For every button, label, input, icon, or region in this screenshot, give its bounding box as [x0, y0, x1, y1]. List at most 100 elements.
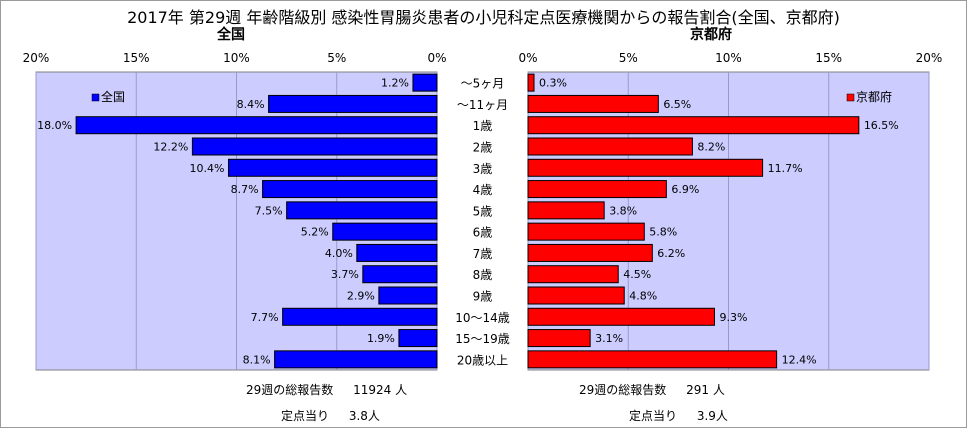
kyoto-data-label: 8.2% [697, 141, 725, 154]
panel-header-kyoto: 京都府 [690, 27, 732, 43]
category-label: 15～19歳 [455, 332, 510, 346]
national-per-site-row: 定点当り 3.8人 [281, 407, 380, 424]
category-label: 4歳 [473, 183, 493, 197]
kyoto-tick-label: 5% [619, 51, 638, 65]
kyoto-bar [527, 286, 625, 305]
kyoto-bar [527, 222, 645, 241]
kyoto-total-label: 29週の総報告数 [579, 383, 667, 397]
legend-swatch-national [91, 93, 100, 102]
national-data-label: 1.2% [381, 77, 409, 90]
category-label: 10～14歳 [455, 311, 510, 325]
kyoto-data-label: 9.3% [719, 311, 747, 324]
national-tick-label: 15% [123, 51, 150, 65]
kyoto-data-label: 3.1% [595, 332, 623, 345]
category-label: 7歳 [473, 247, 493, 261]
national-total-row: 29週の総報告数 11924 人 [246, 381, 407, 398]
kyoto-data-label: 12.4% [782, 353, 817, 366]
national-data-label: 8.7% [231, 183, 259, 196]
category-label: 3歳 [473, 162, 493, 176]
legend-swatch-kyoto [846, 93, 855, 102]
kyoto-data-label: 4.8% [629, 290, 657, 303]
national-tick-label: 0% [427, 51, 446, 65]
kyoto-bar [527, 350, 778, 369]
kyoto-data-label: 16.5% [864, 119, 899, 132]
national-tick-label: 5% [327, 51, 346, 65]
kyoto-bar [527, 180, 667, 199]
kyoto-bar [527, 158, 764, 177]
category-label: ～5ヶ月 [461, 77, 505, 91]
kyoto-data-label: 11.7% [768, 162, 803, 175]
category-label: 5歳 [473, 204, 493, 218]
national-bar [412, 73, 438, 92]
category-label: ～11ヶ月 [457, 98, 508, 112]
national-per-site-value: 3.8人 [348, 409, 380, 423]
national-bar [356, 243, 438, 262]
national-data-label: 8.1% [243, 353, 271, 366]
kyoto-bar [527, 137, 693, 156]
national-bar [286, 201, 438, 220]
national-data-label: 12.2% [153, 141, 188, 154]
kyoto-total-row: 29週の総報告数 291 人 [579, 381, 725, 398]
national-total-label: 29週の総報告数 [246, 383, 334, 397]
national-data-label: 4.0% [325, 247, 353, 260]
national-data-label: 1.9% [367, 332, 395, 345]
national-bar [227, 158, 438, 177]
national-bar [398, 329, 438, 348]
kyoto-per-site-label: 定点当り [629, 409, 678, 423]
national-tick-label: 20% [23, 51, 50, 65]
kyoto-data-label: 0.3% [539, 77, 567, 90]
national-data-label: 7.5% [255, 204, 283, 217]
kyoto-bar [527, 73, 535, 92]
kyoto-per-site-row: 定点当り 3.9人 [629, 407, 728, 424]
national-data-label: 10.4% [190, 162, 225, 175]
national-data-label: 7.7% [251, 311, 279, 324]
national-bar [378, 286, 438, 305]
national-data-label: 18.0% [37, 119, 72, 132]
kyoto-bar [527, 94, 659, 113]
kyoto-tick-label: 20% [916, 51, 943, 65]
chart-title: 2017年 第29週 年齢階級別 感染性胃腸炎患者の小児科定点医療機関からの報告… [127, 8, 840, 27]
category-label: 8歳 [473, 268, 493, 282]
national-bar [274, 350, 438, 369]
national-total-value: 11924 人 [353, 383, 408, 397]
category-label: 9歳 [473, 290, 493, 304]
legend-label-kyoto: 京都府 [856, 89, 892, 104]
kyoto-bar [527, 243, 653, 262]
kyoto-per-site-value: 3.9人 [696, 409, 728, 423]
kyoto-tick-label: 15% [815, 51, 842, 65]
national-data-label: 8.4% [237, 98, 265, 111]
kyoto-bar [527, 307, 715, 326]
kyoto-data-label: 6.5% [663, 98, 691, 111]
kyoto-tick-label: 10% [715, 51, 742, 65]
national-tick-label: 10% [223, 51, 250, 65]
kyoto-bar [527, 329, 591, 348]
kyoto-bar [527, 201, 605, 220]
kyoto-bar [527, 265, 619, 284]
national-data-label: 2.9% [347, 290, 375, 303]
kyoto-data-label: 6.2% [657, 247, 685, 260]
panel-header-national: 全国 [217, 27, 245, 43]
kyoto-data-label: 4.5% [623, 268, 651, 281]
kyoto-total-value: 291 人 [686, 383, 725, 397]
national-data-label: 3.7% [331, 268, 359, 281]
national-data-label: 5.2% [301, 226, 329, 239]
national-bar [362, 265, 438, 284]
national-bar [191, 137, 438, 156]
category-label: 1歳 [473, 119, 493, 133]
national-bar [262, 180, 438, 199]
category-label: 20歳以上 [457, 353, 508, 367]
national-per-site-label: 定点当り [281, 409, 330, 423]
national-bar [282, 307, 438, 326]
kyoto-bar [527, 116, 860, 135]
national-bar [332, 222, 438, 241]
kyoto-data-label: 6.9% [671, 183, 699, 196]
kyoto-data-label: 5.8% [649, 226, 677, 239]
kyoto-tick-label: 0% [518, 51, 537, 65]
legend-label-national: 全国 [101, 89, 125, 104]
kyoto-data-label: 3.8% [609, 204, 637, 217]
category-label: 6歳 [473, 226, 493, 240]
category-label: 2歳 [473, 141, 493, 155]
national-bar [268, 94, 438, 113]
national-bar [75, 116, 438, 135]
